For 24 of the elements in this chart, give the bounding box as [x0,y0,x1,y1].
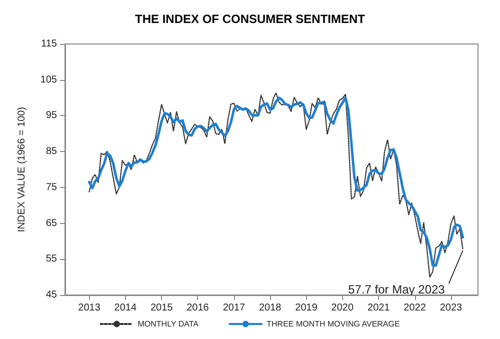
y-tick-label: 45 [46,290,58,300]
y-tick-label: 105 [40,74,58,86]
y-tick-label: 55 [46,254,58,265]
x-tick-label: 2020 [331,302,354,314]
x-tick-label: 2013 [78,302,101,314]
y-tick-label: 115 [41,38,58,50]
x-tick-label: 2014 [114,302,137,314]
chart-title: THE INDEX OF CONSUMER SENTIMENT [134,12,366,26]
x-tick-label: 2021 [368,302,390,314]
y-tick-label: 85 [46,146,58,158]
x-tick-label: 2018 [258,302,282,314]
x-tick-label: 2016 [186,302,210,314]
x-tick-label: 2017 [222,302,246,314]
y-tick-label: 65 [46,218,58,229]
legend-label: THREE MONTH MOVING AVERAGE [266,320,400,328]
legend-label: MONTHLY DATA [138,320,200,328]
annotation: 57.7 for May 2023 [348,282,446,296]
x-tick-label: 2015 [150,302,174,314]
y-tick-label: 75 [46,182,58,193]
x-tick-label: 2019 [295,302,318,314]
y-axis-title: INDEX VALUE (1966 = 100) [16,106,28,232]
y-tick-label: 95 [46,110,58,122]
x-tick-label: 2023 [440,302,463,314]
x-tick-label: 2022 [404,302,426,314]
